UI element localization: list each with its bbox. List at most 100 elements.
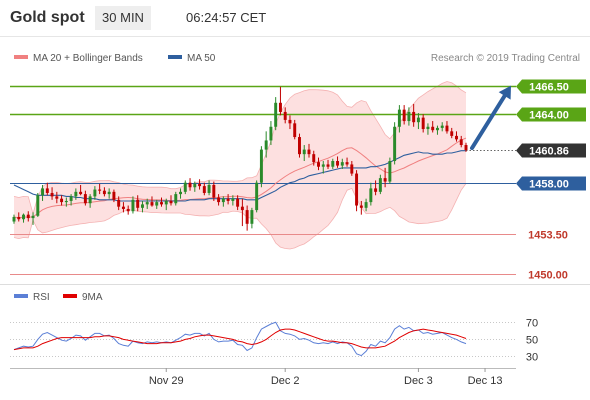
candle [107, 188, 111, 199]
candle [445, 121, 449, 134]
candle-body [345, 162, 349, 165]
candle-body [383, 178, 387, 182]
candle-body [26, 214, 30, 219]
candle-body [435, 127, 439, 131]
candle-body [374, 188, 378, 192]
candle [269, 121, 273, 146]
candle-body [240, 206, 244, 211]
legend-ma20-swatch [14, 55, 28, 59]
timestamp: 06:24:57 CET [186, 10, 267, 25]
candle [212, 181, 216, 201]
candle-body [107, 191, 111, 195]
candle-body [440, 125, 444, 128]
candle [388, 157, 392, 184]
candle-body [202, 186, 206, 193]
level-label-1460.86: 1460.86 [516, 143, 586, 158]
candle-body [245, 210, 249, 224]
candle [407, 107, 411, 126]
candle [217, 194, 221, 206]
x-tick-label: Dec 13 [468, 375, 503, 387]
candle-body [79, 191, 83, 195]
rsi-tick-label: 30 [526, 352, 538, 364]
candle [12, 214, 16, 224]
candle [245, 205, 249, 231]
level-label-text: 1460.86 [529, 146, 569, 158]
candle [402, 105, 406, 125]
candle [274, 97, 278, 131]
candle [412, 103, 416, 127]
level-label-box [516, 107, 586, 122]
candle [207, 180, 211, 196]
candle [317, 157, 320, 171]
candle-body [112, 191, 116, 200]
candle-body [426, 126, 430, 130]
candle [145, 198, 149, 209]
candle [345, 157, 349, 167]
candle-body [340, 162, 344, 166]
candle-body [117, 199, 121, 207]
candle-body [321, 164, 325, 167]
candle-body [278, 102, 282, 112]
candle-body [126, 208, 130, 212]
legend-ma20-label: MA 20 + Bollinger Bands [33, 53, 143, 64]
candle-body [41, 188, 45, 196]
candle-body [388, 161, 392, 182]
candle-body [431, 126, 435, 131]
x-tick-label: Dec 3 [404, 375, 433, 387]
candle-body [393, 126, 397, 162]
x-ticks: Nov 29 Dec 2 Dec 3 Dec 13 [149, 368, 503, 387]
candle [188, 178, 192, 191]
candle [112, 189, 116, 203]
candle [183, 180, 187, 195]
candle [264, 131, 268, 158]
candle [288, 115, 292, 130]
candle [293, 119, 297, 140]
bollinger-band [13, 81, 467, 250]
instrument-title: Gold spot [10, 9, 85, 26]
rsi-tick-label: 70 [526, 318, 538, 330]
level-label-1450.00: 1450.00 [528, 270, 568, 282]
candle [60, 195, 64, 206]
legend-rsi-ma-swatch [63, 294, 77, 298]
candle [378, 174, 382, 195]
candle [117, 196, 121, 211]
candle [326, 159, 330, 169]
candle [26, 211, 30, 222]
candle [79, 184, 83, 196]
candle [369, 182, 373, 206]
candle-body [174, 194, 178, 204]
candle-body [326, 164, 330, 167]
candle [331, 158, 335, 169]
candle-body [98, 189, 102, 191]
candle-body [50, 192, 54, 197]
candle-body [231, 198, 235, 201]
candle-body [22, 214, 25, 220]
candle-body [274, 102, 278, 127]
candle [383, 167, 387, 188]
candle-body [236, 198, 240, 207]
candle [431, 121, 435, 133]
candle-body [331, 161, 335, 167]
research-credit: Research © 2019 Trading Central [431, 53, 580, 64]
candle-body [459, 139, 463, 146]
candle [321, 161, 325, 174]
candle-body [355, 173, 359, 206]
timeframe-selector[interactable]: 30 MIN [95, 6, 151, 30]
candle-body [317, 162, 320, 167]
level-label-text: 1453.50 [528, 230, 568, 242]
candle [22, 213, 25, 223]
candle-body [131, 199, 135, 212]
bollinger-upper [13, 81, 467, 216]
candle-body [250, 210, 254, 224]
candle-body [45, 188, 49, 193]
chart-header: Gold spot 30 MIN 06:24:57 CET [0, 0, 590, 36]
level-label-box [516, 79, 586, 94]
rsi-panel: 30 50 70 [10, 318, 538, 364]
candle-body [212, 184, 216, 198]
candle [374, 180, 378, 196]
candle [364, 198, 368, 212]
candle [421, 114, 425, 133]
candle [350, 161, 354, 176]
candle [198, 179, 202, 190]
